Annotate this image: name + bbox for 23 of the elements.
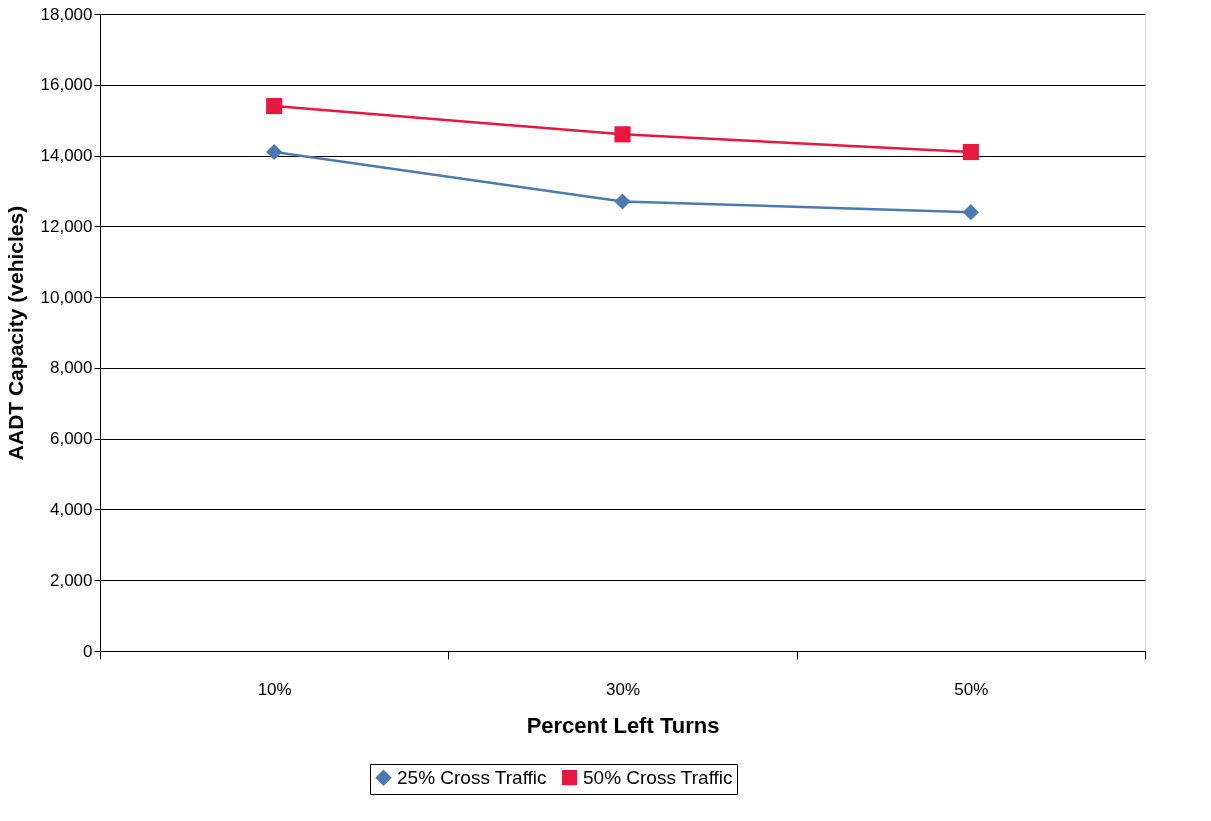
y-tick-label: 18,000 bbox=[40, 4, 93, 24]
point bbox=[266, 97, 283, 115]
point bbox=[962, 143, 979, 161]
x-tick-label: 50% bbox=[954, 679, 989, 699]
point bbox=[962, 204, 979, 221]
y-tick-label: 12,000 bbox=[40, 216, 93, 236]
x-tick-label: 30% bbox=[605, 679, 641, 699]
point bbox=[614, 193, 631, 210]
y-tick-label: 16,000 bbox=[40, 75, 93, 95]
y-tick-label: 8,000 bbox=[49, 358, 93, 378]
legend-label: 25% Cross Traffic bbox=[397, 766, 547, 788]
x-tick-label: 10% bbox=[257, 679, 292, 699]
point bbox=[266, 143, 283, 161]
legend-label: 50% Cross Traffic bbox=[583, 766, 733, 788]
y-tick-label: 0 bbox=[83, 641, 93, 661]
y-tick-label: 2,000 bbox=[49, 570, 93, 590]
point bbox=[614, 126, 631, 143]
y-tick-label: 14,000 bbox=[40, 146, 93, 166]
y-axis-title: AADT Capacity (vehicles) bbox=[3, 205, 27, 461]
y-tick-label: 10,000 bbox=[40, 287, 93, 307]
y-tick-label: 6,000 bbox=[49, 429, 93, 449]
y-tick-label: 4,000 bbox=[49, 499, 93, 519]
x-axis-title: Percent Left Turns bbox=[526, 712, 720, 738]
